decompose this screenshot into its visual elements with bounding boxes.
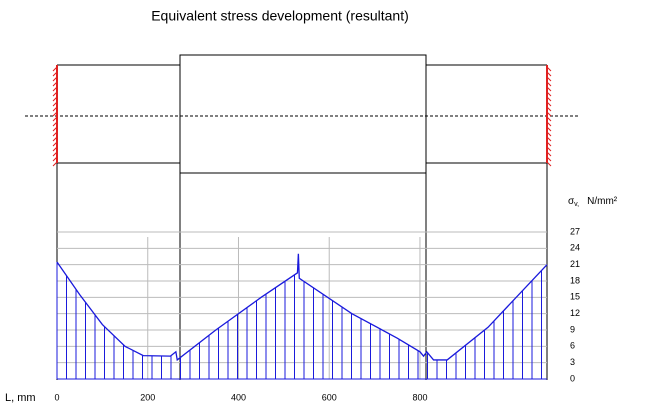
x-tick-label: 800 (412, 392, 427, 402)
shaft-outline (57, 54, 547, 174)
x-tick-label: 200 (140, 392, 155, 402)
y-tick-label: 27 (570, 226, 580, 236)
shaft (25, 54, 578, 380)
y-label-symbol: σ (568, 196, 575, 207)
support-hatch (52, 66, 58, 167)
y-tick-label: 15 (570, 292, 580, 302)
chart-title: Equivalent stress development (resultant… (151, 8, 409, 24)
x-tick-label: 0 (54, 392, 59, 402)
y-label-sub: v, (574, 201, 579, 208)
y-axis-label: σv, N/mm² (568, 196, 618, 208)
y-tick-label: 24 (570, 243, 580, 253)
y-tick-label: 12 (570, 308, 580, 318)
y-tick-label: 21 (570, 259, 580, 269)
support-hatch (546, 66, 552, 167)
x-tick-label: 600 (322, 392, 337, 402)
y-tick-label: 18 (570, 275, 580, 285)
y-label-unit: N/mm² (587, 196, 618, 207)
x-axis-label: L, mm (5, 392, 36, 404)
y-tick-label: 3 (570, 357, 575, 367)
stress-curve (56, 253, 548, 362)
y-tick-label: 0 (570, 373, 575, 383)
y-tick-label: 6 (570, 341, 575, 351)
y-tick-label: 9 (570, 324, 575, 334)
x-tick-label: 400 (231, 392, 246, 402)
